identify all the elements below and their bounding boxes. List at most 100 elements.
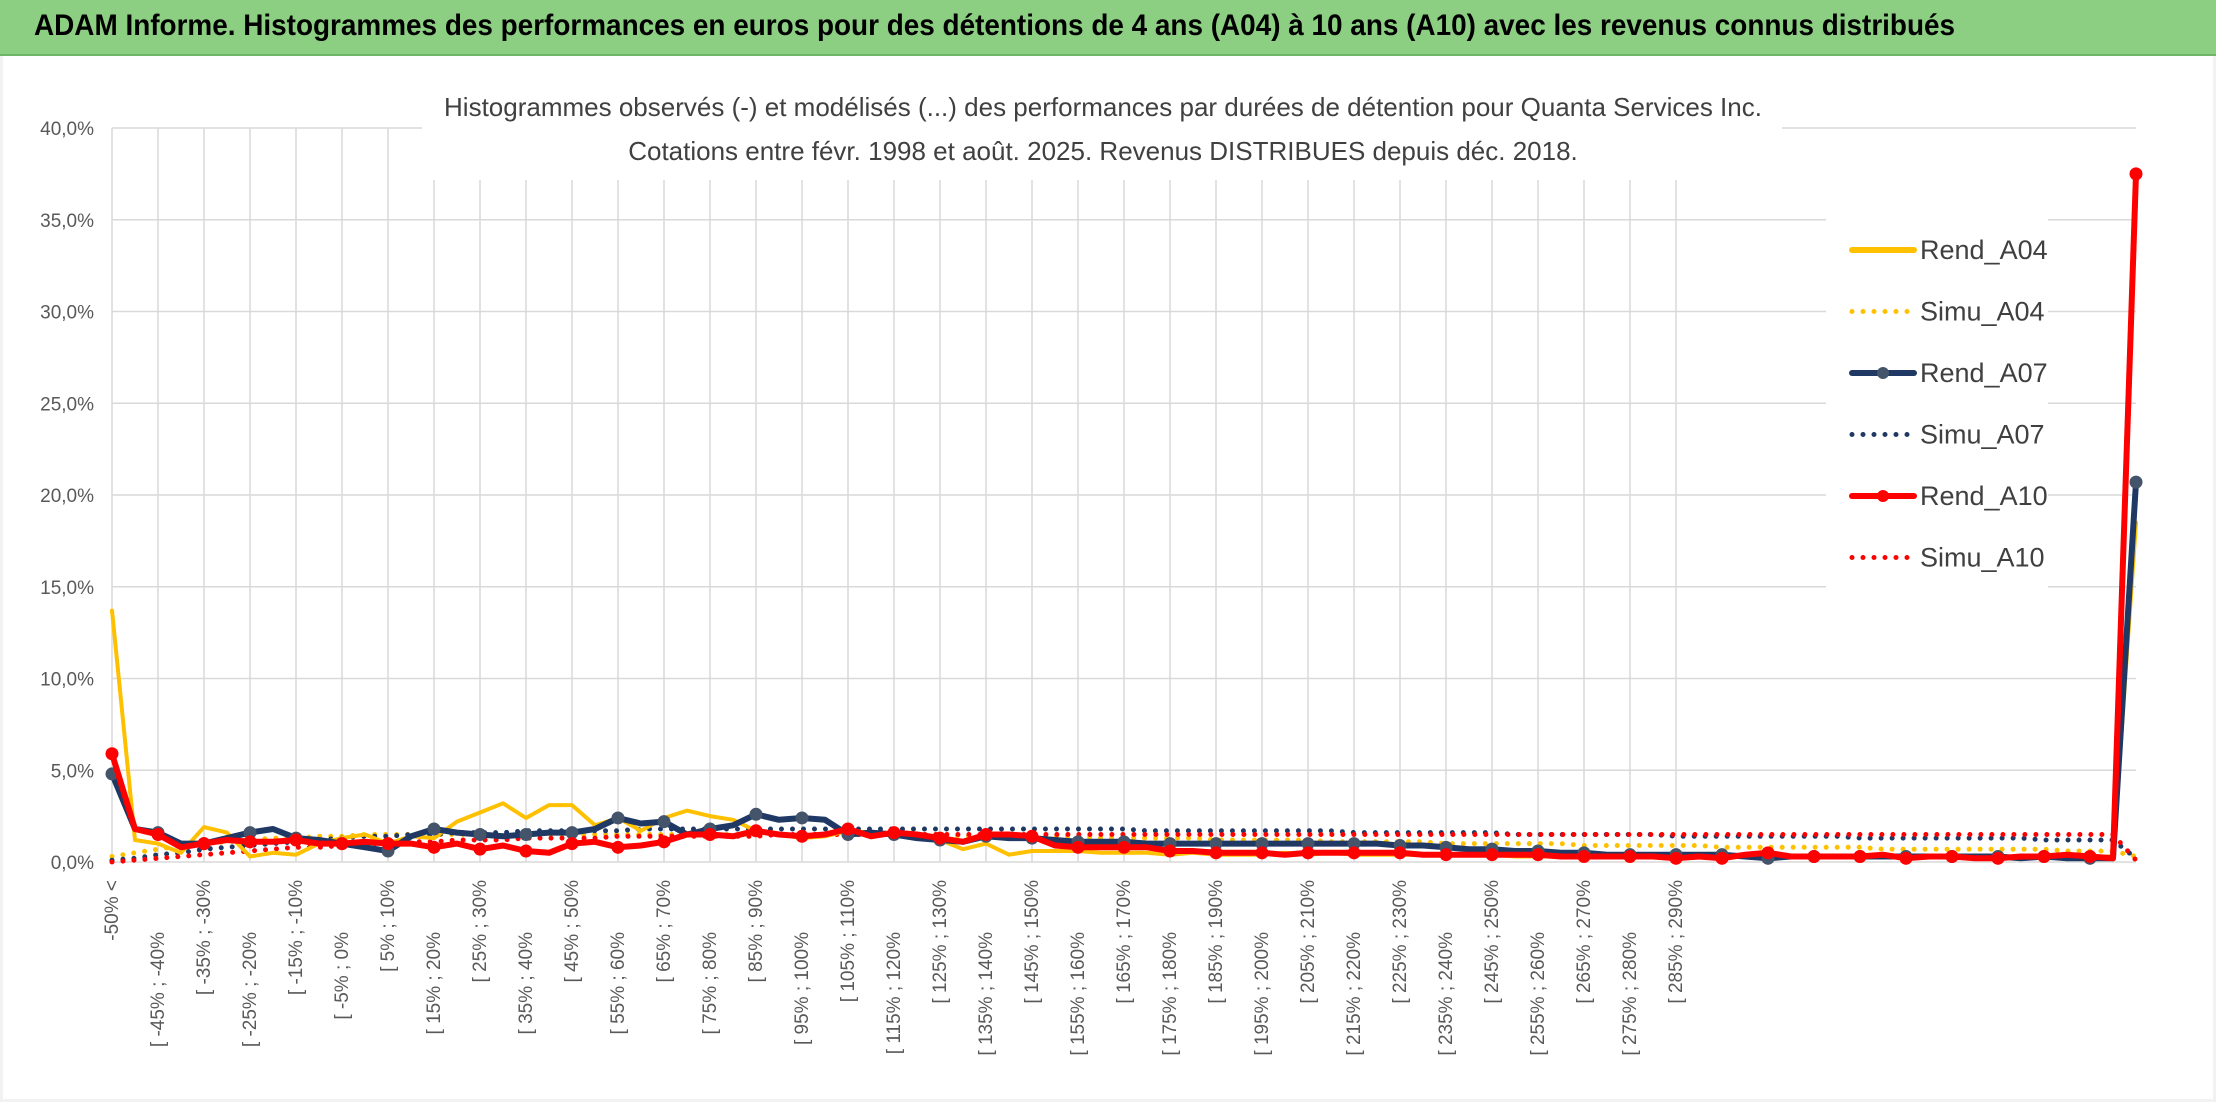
x-tick-label: [ 215% ; 220% xyxy=(1344,932,1365,1056)
data-point xyxy=(1853,849,1867,863)
data-point xyxy=(1117,840,1131,854)
y-tick-label: 10,0% xyxy=(40,670,94,691)
x-tick-label: [ 45% ; 50% xyxy=(562,880,583,983)
x-tick-label: [ 285% ; 290% xyxy=(1666,880,1687,1004)
data-point xyxy=(1669,851,1683,865)
legend-background xyxy=(1826,218,2048,590)
x-tick-label: [ 225% ; 230% xyxy=(1390,880,1411,1004)
data-point xyxy=(1347,846,1361,860)
y-tick-label: 0,0% xyxy=(51,853,94,874)
x-tick-label: [ -25% ; -20% xyxy=(240,932,261,1047)
x-tick-label: [ 25% ; 30% xyxy=(470,880,491,983)
data-point xyxy=(749,807,763,821)
data-point xyxy=(1485,848,1499,862)
data-point xyxy=(335,837,349,851)
chart-subtitle: Cotations entre févr. 1998 et août. 2025… xyxy=(628,136,1578,166)
data-point xyxy=(979,827,993,841)
data-point xyxy=(2037,849,2051,863)
data-point xyxy=(519,827,533,841)
y-tick-label: 35,0% xyxy=(40,211,94,232)
y-tick-label: 30,0% xyxy=(40,303,94,324)
x-tick-label: [ 105% ; 110% xyxy=(838,880,859,1002)
x-tick-label: [ 245% ; 250% xyxy=(1482,880,1503,1004)
vertical-gridlines xyxy=(111,128,1677,862)
legend-label: Simu_A04 xyxy=(1920,297,2045,327)
series-layer xyxy=(105,167,2143,865)
chart-title-block: Histogrammes observés (-) et modélisés (… xyxy=(422,84,1782,180)
data-point xyxy=(565,837,579,851)
data-point xyxy=(2129,475,2143,489)
legend-item: Simu_A10 xyxy=(1849,543,2045,573)
data-point xyxy=(2083,849,2097,863)
y-tick-label: 20,0% xyxy=(40,486,94,507)
legend-item: Simu_A04 xyxy=(1849,297,2045,327)
data-point xyxy=(841,822,855,836)
x-tick-label: [ 125% ; 130% xyxy=(930,880,951,1004)
x-tick-label: [ -15% ; -10% xyxy=(286,880,307,995)
x-tick-label: [ 155% ; 160% xyxy=(1068,932,1089,1056)
series-line xyxy=(109,832,2139,865)
data-point xyxy=(473,827,487,841)
x-tick-label: [ 275% ; 280% xyxy=(1620,932,1641,1056)
data-point xyxy=(1761,846,1775,860)
series-simu-a10 xyxy=(109,832,2139,865)
x-tick-label: [ 205% ; 210% xyxy=(1298,880,1319,1004)
data-point xyxy=(519,844,533,858)
series-rend-a10 xyxy=(105,167,2143,865)
x-tick-label: [ 255% ; 260% xyxy=(1528,932,1549,1056)
x-tick-label: [ 55% ; 60% xyxy=(608,932,629,1035)
x-tick-label: [ -45% ; -40% xyxy=(148,932,169,1047)
legend-label: Rend_A07 xyxy=(1920,358,2048,388)
data-point xyxy=(933,831,947,845)
data-point xyxy=(381,837,395,851)
chart-title: Histogrammes observés (-) et modélisés (… xyxy=(444,92,1762,122)
x-tick-label: [ 85% ; 90% xyxy=(746,880,767,983)
x-tick-label: [ 135% ; 140% xyxy=(976,932,997,1056)
x-tick-label: [ 35% ; 40% xyxy=(516,932,537,1035)
x-tick-label: [ 235% ; 240% xyxy=(1436,932,1457,1056)
legend-label: Simu_A07 xyxy=(1920,420,2045,450)
data-point xyxy=(1991,851,2005,865)
legend-item: Rend_A10 xyxy=(1849,481,2048,511)
data-point xyxy=(289,833,303,847)
data-point xyxy=(611,811,625,825)
x-tick-label: [ 195% ; 200% xyxy=(1252,932,1273,1056)
y-tick-label: 25,0% xyxy=(40,394,94,415)
y-tick-label: 5,0% xyxy=(51,761,94,782)
data-point xyxy=(749,824,763,838)
legend-item: Rend_A04 xyxy=(1849,235,2048,265)
data-point xyxy=(1945,849,1959,863)
x-tick-label: [ 145% ; 150% xyxy=(1022,880,1043,1004)
legend: Rend_A04 Simu_A04 Rend_A07 Simu_A07 Rend_A10… xyxy=(1826,218,2048,590)
data-point xyxy=(1393,846,1407,860)
data-point xyxy=(1301,846,1315,860)
data-point xyxy=(2129,167,2143,181)
y-tick-label: 15,0% xyxy=(40,578,94,599)
x-tick-label: [ 265% ; 270% xyxy=(1574,880,1595,1004)
data-point xyxy=(105,747,119,761)
legend-marker xyxy=(1877,490,1889,502)
data-point xyxy=(1807,849,1821,863)
legend-label: Rend_A04 xyxy=(1920,235,2048,265)
data-point xyxy=(197,837,211,851)
data-point xyxy=(1209,846,1223,860)
data-point xyxy=(427,822,441,836)
x-tick-label: [ 5% ; 10% xyxy=(378,880,399,972)
data-point xyxy=(887,826,901,840)
data-point xyxy=(1071,840,1085,854)
data-point xyxy=(1899,851,1913,865)
x-axis-tick-labels: -50% < [ -45% ; -40% [ -35% ; -30% [ -25% ;… xyxy=(102,880,1687,1056)
header-bar: ADAM Informe. Histogrammes des performan… xyxy=(0,0,2216,56)
x-tick-label: [ -5% ; 0% xyxy=(332,932,353,1020)
x-tick-label: -50% < xyxy=(102,880,123,941)
legend-label: Simu_A10 xyxy=(1920,543,2045,573)
data-point xyxy=(1439,848,1453,862)
data-point xyxy=(1025,829,1039,843)
data-point xyxy=(703,827,717,841)
data-point xyxy=(1623,849,1637,863)
data-point xyxy=(243,835,257,849)
data-point xyxy=(427,840,441,854)
legend-marker xyxy=(1877,367,1889,379)
y-axis-tick-labels: 0,0% 5,0% 10,0% 15,0% 20,0% 25,0% 30,0% 35,0% 40… xyxy=(40,119,94,874)
